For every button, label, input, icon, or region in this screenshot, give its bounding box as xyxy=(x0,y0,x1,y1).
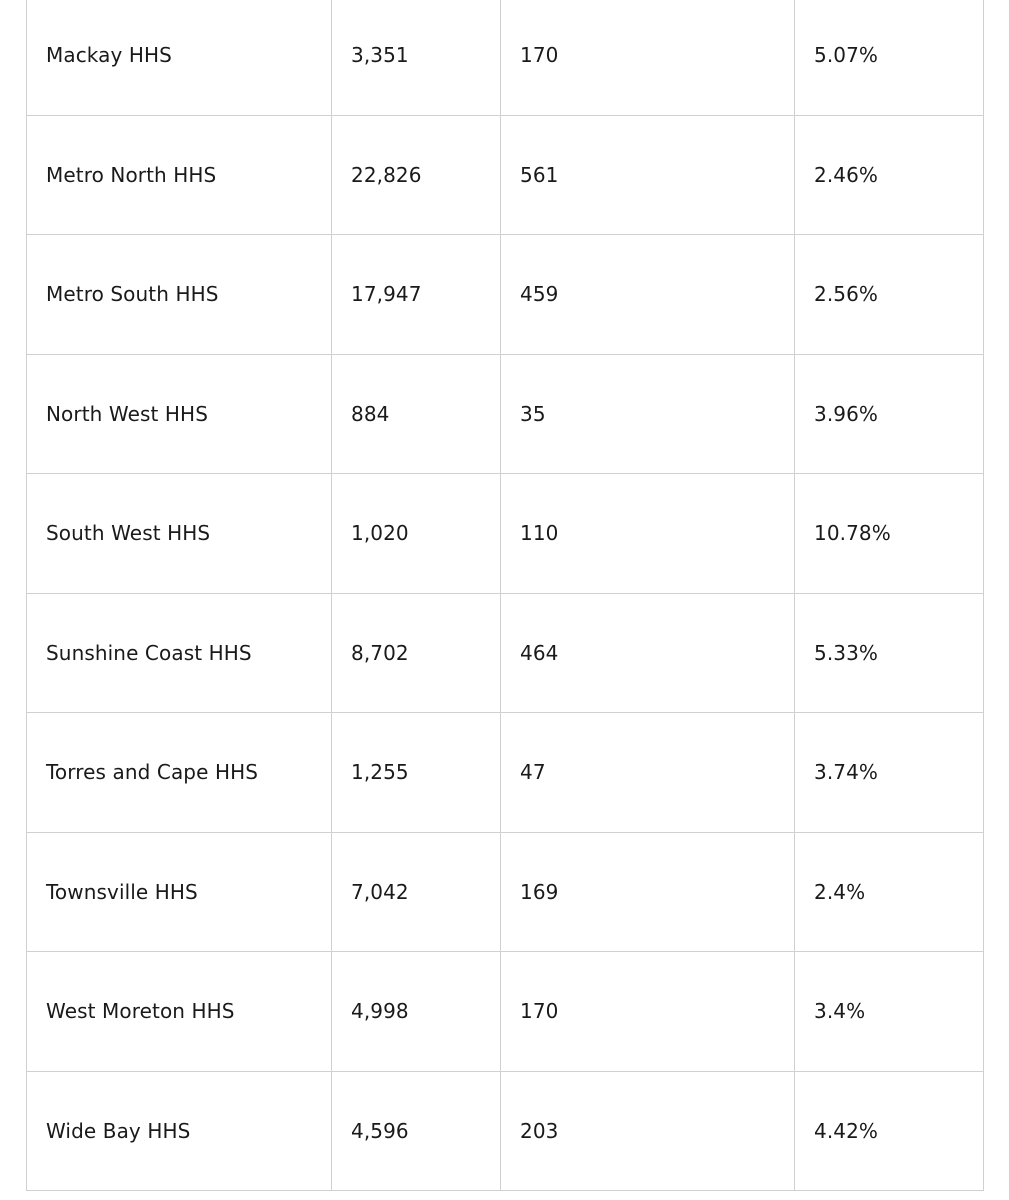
percent-cell: 3.96% xyxy=(794,353,984,474)
value-b-cell: 464 xyxy=(500,592,795,713)
value-a-cell: 4,998 xyxy=(331,951,501,1072)
value-b-cell: 561 xyxy=(500,114,795,235)
value-b-cell: 203 xyxy=(500,1070,795,1191)
value-b-cell: 170 xyxy=(500,951,795,1072)
region-cell: Townsville HHS xyxy=(26,831,332,952)
value-b-cell: 169 xyxy=(500,831,795,952)
table-row: Wide Bay HHS 4,596 203 4.42% xyxy=(26,1070,984,1191)
table-row: Mackay HHS 3,351 170 5.07% xyxy=(26,0,984,116)
region-cell: Metro South HHS xyxy=(26,234,332,355)
percent-cell: 2.46% xyxy=(794,114,984,235)
value-a-cell: 3,351 xyxy=(331,0,501,116)
data-table: Mackay HHS 3,351 170 5.07% Metro North H… xyxy=(26,0,984,1191)
value-a-cell: 4,596 xyxy=(331,1070,501,1191)
region-cell: Torres and Cape HHS xyxy=(26,712,332,833)
value-b-cell: 459 xyxy=(500,234,795,355)
table-row: Torres and Cape HHS 1,255 47 3.74% xyxy=(26,712,984,833)
table-row: West Moreton HHS 4,998 170 3.4% xyxy=(26,951,984,1072)
percent-cell: 3.4% xyxy=(794,951,984,1072)
region-cell: North West HHS xyxy=(26,353,332,474)
table-row: North West HHS 884 35 3.96% xyxy=(26,353,984,474)
table-row: Metro South HHS 17,947 459 2.56% xyxy=(26,234,984,355)
region-cell: Sunshine Coast HHS xyxy=(26,592,332,713)
percent-cell: 10.78% xyxy=(794,473,984,594)
value-a-cell: 1,020 xyxy=(331,473,501,594)
region-cell: Metro North HHS xyxy=(26,114,332,235)
table-row: Sunshine Coast HHS 8,702 464 5.33% xyxy=(26,592,984,713)
percent-cell: 2.4% xyxy=(794,831,984,952)
region-cell: South West HHS xyxy=(26,473,332,594)
region-cell: Mackay HHS xyxy=(26,0,332,116)
value-b-cell: 47 xyxy=(500,712,795,833)
table-row: Metro North HHS 22,826 561 2.46% xyxy=(26,114,984,235)
value-b-cell: 110 xyxy=(500,473,795,594)
percent-cell: 5.07% xyxy=(794,0,984,116)
region-cell: Wide Bay HHS xyxy=(26,1070,332,1191)
percent-cell: 2.56% xyxy=(794,234,984,355)
percent-cell: 4.42% xyxy=(794,1070,984,1191)
region-cell: West Moreton HHS xyxy=(26,951,332,1072)
value-a-cell: 884 xyxy=(331,353,501,474)
percent-cell: 5.33% xyxy=(794,592,984,713)
value-a-cell: 8,702 xyxy=(331,592,501,713)
value-a-cell: 22,826 xyxy=(331,114,501,235)
table-row: Townsville HHS 7,042 169 2.4% xyxy=(26,831,984,952)
table-body: Mackay HHS 3,351 170 5.07% Metro North H… xyxy=(26,0,984,1191)
table-row: South West HHS 1,020 110 10.78% xyxy=(26,473,984,594)
value-b-cell: 35 xyxy=(500,353,795,474)
value-a-cell: 7,042 xyxy=(331,831,501,952)
value-a-cell: 1,255 xyxy=(331,712,501,833)
value-b-cell: 170 xyxy=(500,0,795,116)
value-a-cell: 17,947 xyxy=(331,234,501,355)
percent-cell: 3.74% xyxy=(794,712,984,833)
